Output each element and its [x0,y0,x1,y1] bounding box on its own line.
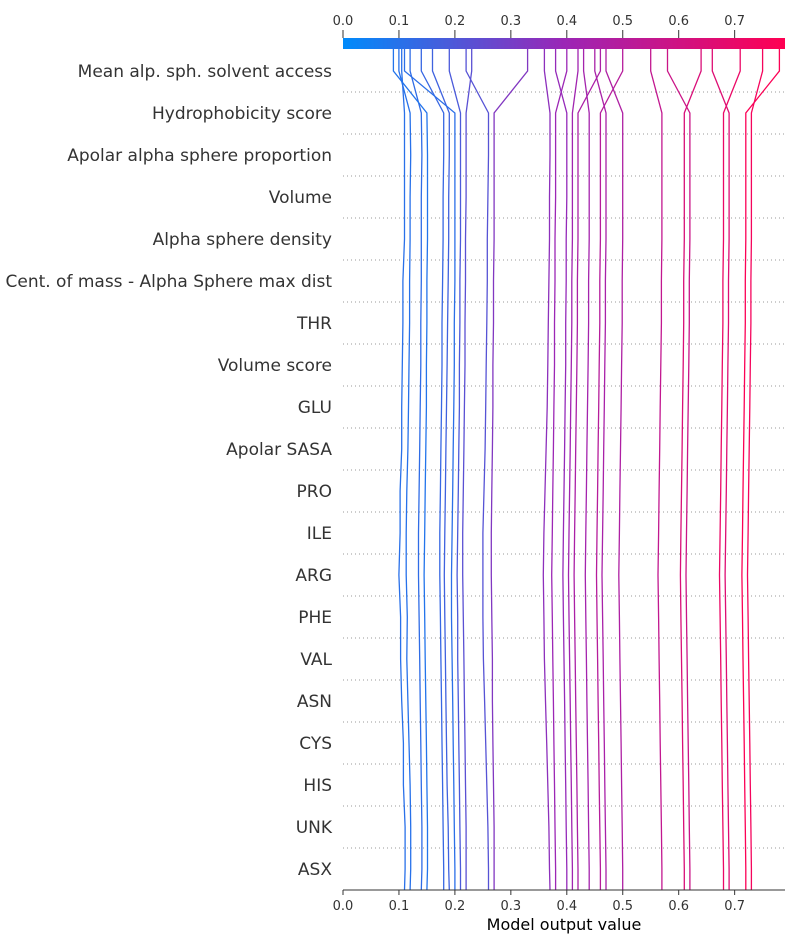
decision-line-25 [711,42,730,890]
decision-lines [392,42,781,891]
feature-label-cent-of-mass-alpha-sphere-max-dist: Cent. of mass - Alpha Sphere max dist [5,272,332,292]
decision-line-19 [594,42,607,890]
feature-label-hydrophobicity-score: Hydrophobicity score [152,104,332,124]
top-tick-label: 0.3 [501,14,522,29]
top-tick-label: 0.6 [668,14,689,29]
feature-label-arg: ARG [295,566,332,586]
decision-line-7 [403,42,456,890]
bottom-tick-label: 0.6 [668,899,689,914]
feature-label-glu: GLU [298,398,332,418]
top-tick-label: 0.7 [724,14,745,29]
decision-line-9 [462,42,473,890]
decision-line-15 [567,42,579,890]
feature-label-volume-score: Volume score [218,356,332,376]
decision-line-14 [554,42,568,890]
feature-label-pro: PRO [297,482,332,502]
decision-line-27 [746,42,764,890]
feature-label-volume: Volume [269,188,332,208]
x-axis-title: Model output value [487,915,642,934]
bottom-tick-label: 0.2 [445,899,466,914]
feature-label-val: VAL [300,650,332,670]
top-tick-label: 0.1 [389,14,410,29]
feature-label-mean-alp-sph-solvent-access: Mean alp. sph. solvent access [78,62,332,82]
decision-line-8 [448,42,462,890]
decision-line-2 [398,42,412,891]
feature-label-alpha-sphere-density: Alpha sphere density [153,230,332,250]
feature-label-ile: ILE [307,524,332,544]
decision-line-5 [420,42,445,890]
feature-labels: Mean alp. sph. solvent access Hydrophobic… [5,62,332,880]
feature-label-phe: PHE [298,608,332,628]
decision-line-6 [431,42,450,891]
decision-line-12 [542,42,551,891]
decision-line-4 [392,42,429,891]
feature-label-his: HIS [303,776,332,796]
top-tick-label: 0.2 [445,14,466,29]
bottom-tick-label: 0.1 [389,899,410,914]
bottom-tick-label: 0.3 [501,899,522,914]
feature-label-unk: UNK [296,818,333,838]
decision-line-22 [679,42,702,890]
decision-line-21 [650,42,663,890]
decision-line-13 [551,42,568,890]
decision-line-20 [605,42,624,890]
decision-line-10 [465,42,490,890]
decision-line-17 [582,42,590,890]
feature-label-cys: CYS [299,734,332,754]
feature-label-thr: THR [296,314,332,334]
decision-line-26 [741,42,781,890]
bottom-tick-label: 0.7 [724,899,745,914]
bottom-tick-label: 0.5 [612,899,633,914]
feature-label-asn: ASN [297,692,332,712]
decision-line-3 [409,42,423,891]
top-tick-label: 0.5 [612,14,633,29]
bottom-axis: 0.0 0.1 0.2 0.3 0.4 0.5 0.6 0.7 [333,889,785,914]
decision-line-23 [666,42,691,890]
bottom-tick-label: 0.0 [333,899,354,914]
feature-label-asx: ASX [298,860,332,880]
decision-line-24 [718,42,741,890]
top-axis: 0.0 0.1 0.2 0.3 0.4 0.5 0.6 0.7 [333,14,745,38]
top-tick-label: 0.4 [556,14,577,29]
bottom-tick-label: 0.4 [556,899,577,914]
decision-line-16 [573,42,602,890]
decision-line-11 [490,42,529,890]
decision-line-1 [398,42,406,891]
feature-label-apolar-alpha-sphere-proportion: Apolar alpha sphere proportion [67,146,332,166]
decision-line-18 [595,42,624,890]
feature-label-apolar-sasa: Apolar SASA [226,440,332,460]
colorbar [343,38,785,49]
top-tick-label: 0.0 [333,14,354,29]
